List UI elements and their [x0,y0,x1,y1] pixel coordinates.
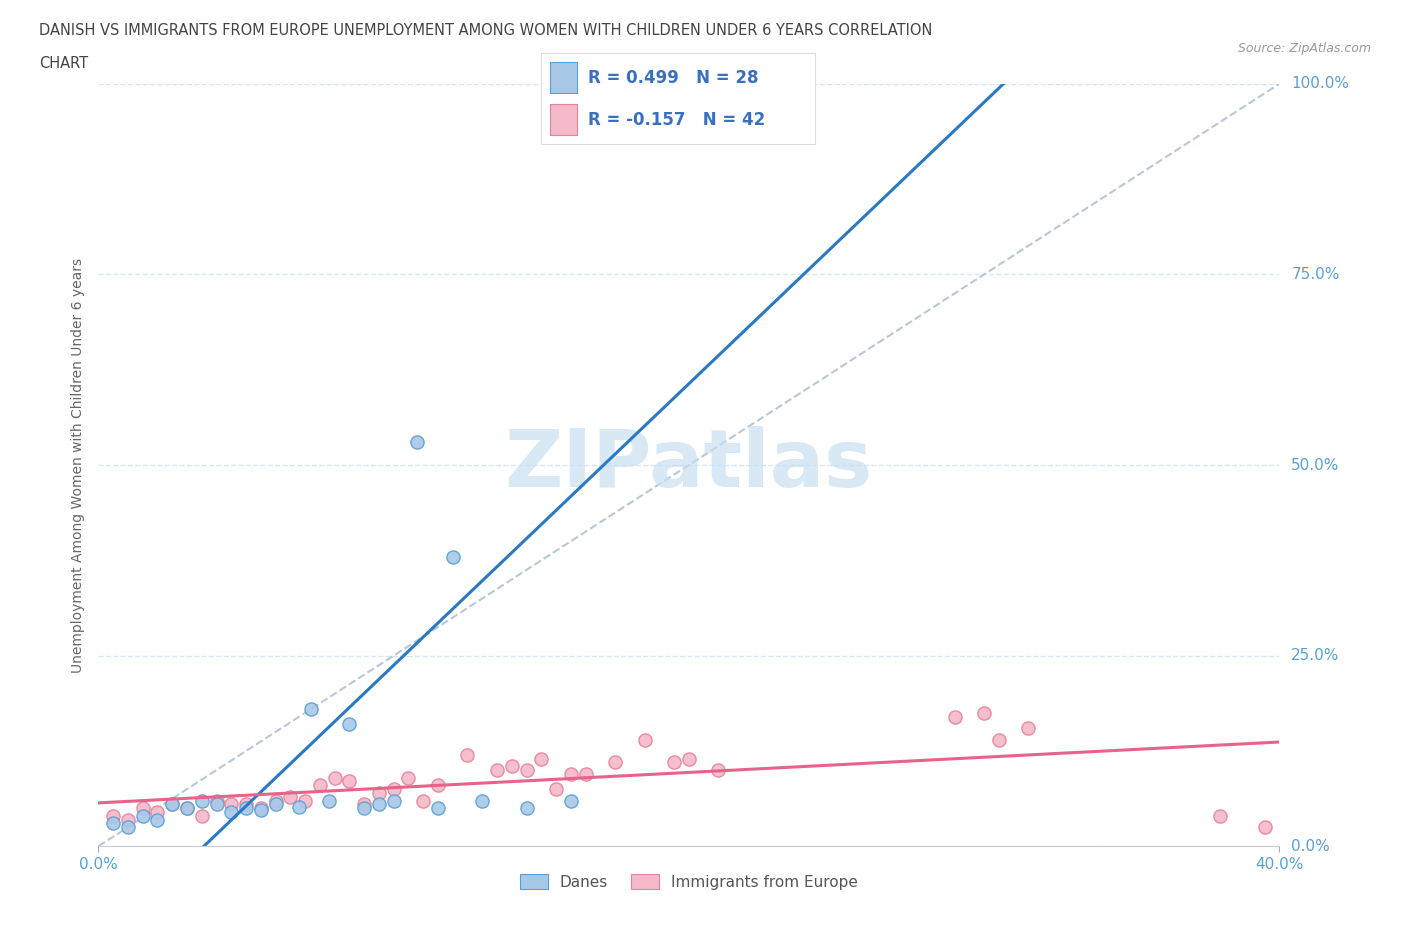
Point [278,790,302,804]
Point [544,781,567,796]
Text: Source: ZipAtlas.com: Source: ZipAtlas.com [1237,42,1371,55]
Legend: Danes, Immigrants from Europe: Danes, Immigrants from Europe [515,868,863,896]
Point [427,777,450,792]
Point [162,797,183,812]
Point [250,801,273,816]
Point [337,717,360,732]
Point [235,797,257,812]
Point [117,812,139,827]
Point [191,808,214,823]
Point [678,107,700,122]
Point [264,797,287,812]
Point [353,797,375,812]
Point [318,793,340,808]
Point [412,793,434,808]
Text: 75.0%: 75.0% [1291,267,1340,282]
Point [382,781,405,796]
Point [1017,721,1039,736]
Point [427,801,450,816]
Point [309,777,332,792]
Point [382,793,405,808]
Text: 50.0%: 50.0% [1291,458,1340,472]
Point [162,797,183,812]
Point [1209,808,1232,823]
Point [396,770,419,785]
Point [973,706,995,721]
Point [103,816,125,830]
Text: R = 0.499   N = 28: R = 0.499 N = 28 [588,69,758,86]
Point [471,793,494,808]
Point [515,801,537,816]
Point [633,732,655,747]
Point [530,751,553,766]
Point [132,801,155,816]
Point [219,797,242,812]
Point [515,763,537,777]
Point [486,763,509,777]
Point [560,793,582,808]
Text: 25.0%: 25.0% [1291,648,1340,663]
Point [264,793,287,808]
Text: ZIPatlas: ZIPatlas [505,426,873,504]
Point [605,755,627,770]
Point [1254,820,1277,835]
Point [353,801,375,816]
Point [146,804,169,819]
Point [117,820,139,835]
Point [337,774,360,789]
Point [501,759,523,774]
Point [323,770,346,785]
Point [146,812,169,827]
Text: 100.0%: 100.0% [1291,76,1350,91]
Point [664,755,686,770]
Point [560,766,582,781]
Point [205,797,228,812]
Point [219,804,242,819]
Text: 0.0%: 0.0% [1291,839,1330,854]
Point [707,763,730,777]
Text: CHART: CHART [39,56,89,71]
Point [574,766,596,781]
Point [176,801,198,816]
Point [456,748,478,763]
Point [441,549,464,564]
Bar [550,62,576,93]
Point [103,808,125,823]
Point [368,786,391,801]
Y-axis label: Unemployment Among Women with Children Under 6 years: Unemployment Among Women with Children U… [72,258,86,672]
Point [943,710,966,724]
Bar [550,104,576,135]
Point [294,793,316,808]
Text: R = -0.157   N = 42: R = -0.157 N = 42 [588,111,765,128]
Point [987,732,1010,747]
Point [406,434,429,449]
Point [191,793,214,808]
Point [176,801,198,816]
Point [368,797,391,812]
Point [721,111,744,126]
Point [299,701,322,716]
Point [235,801,257,816]
Point [288,799,311,814]
Point [205,793,228,808]
Point [132,808,155,823]
Point [678,751,700,766]
Text: DANISH VS IMMIGRANTS FROM EUROPE UNEMPLOYMENT AMONG WOMEN WITH CHILDREN UNDER 6 : DANISH VS IMMIGRANTS FROM EUROPE UNEMPLO… [39,23,932,38]
Point [766,103,789,118]
Point [250,803,273,817]
